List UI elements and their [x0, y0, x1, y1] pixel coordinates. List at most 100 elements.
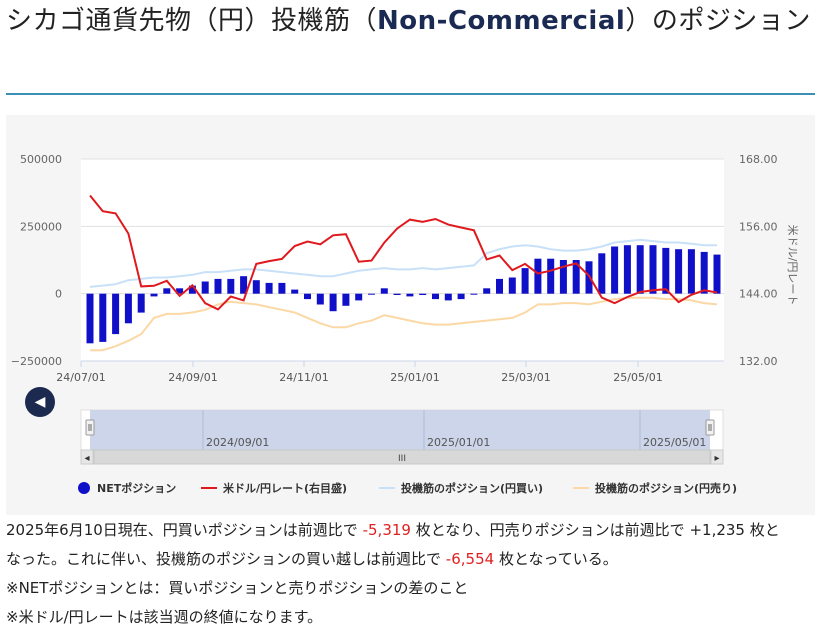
net-bar	[470, 293, 478, 295]
summary-line-2a: なった。これに伴い、投機筋のポジションの買い越しは前週比で	[6, 550, 442, 568]
net-bar	[419, 293, 427, 295]
summary-line-1: 2025年6月10日現在、円買いポジションは前週比で -5,319 枚となり、円…	[6, 516, 814, 545]
series-short-line	[90, 296, 718, 352]
navigator-tick-label: 2025/01/01	[427, 436, 490, 449]
x-tick-label: 24/07/01	[56, 371, 105, 384]
navigator-handle	[85, 419, 95, 436]
legend-short-label: 投機筋のポジション(円売り)	[595, 481, 737, 495]
legend-long-label: 投機筋のポジション(円買い)	[401, 481, 543, 495]
net-bar	[457, 293, 465, 300]
net-bar	[432, 293, 439, 300]
note-net-position: ※NETポジションとは：買いポジションと売りポジションの差のこと	[6, 579, 469, 597]
net-bar	[649, 245, 657, 294]
prev-arrow-icon: ◀	[34, 394, 46, 410]
navigator-selection	[90, 410, 710, 450]
y-right-tick-label: 144.00	[739, 288, 778, 301]
net-bar	[393, 293, 401, 295]
y-right-tick-label: 168.00	[739, 153, 778, 166]
net-bar	[316, 293, 324, 305]
net-bar	[521, 268, 529, 294]
y-left-tick-label: −250000	[11, 355, 62, 368]
net-bar	[163, 288, 171, 294]
net-bar	[368, 293, 375, 295]
net-bar	[278, 282, 286, 294]
x-tick-label: 24/09/01	[168, 371, 217, 384]
net-bar	[611, 246, 619, 294]
x-tick-label: 24/11/01	[279, 371, 328, 384]
scrollbar-thumb	[93, 449, 711, 465]
chart-svg: 500000 250000 0 −250000 168.00 156.00 144.00 13…	[11, 153, 799, 495]
net-bar	[534, 258, 542, 294]
net-bar	[227, 278, 235, 294]
summary-line-2b: 枚となっている。	[498, 550, 618, 568]
net-bar	[252, 280, 260, 294]
page-title: シカゴ通貨先物（円）投機筋（Non-Commercial）のポジション	[6, 2, 814, 40]
net-bar	[483, 288, 491, 294]
navigator-tick-label: 2025/05/01	[643, 436, 706, 449]
title-part1: シカゴ通貨先物（円）投機筋（	[6, 6, 378, 36]
y-right-tick-label: 132.00	[739, 355, 778, 368]
net-bar	[176, 288, 184, 294]
legend-net-label: NETポジション	[97, 481, 176, 495]
net-bar	[291, 289, 299, 294]
net-bar	[547, 258, 555, 294]
summary-line-1b: 枚となり、円売りポジションは前週比で +1,235 枚と	[415, 521, 780, 539]
scrollbar-grip: III	[398, 454, 406, 464]
net-bar	[598, 253, 606, 294]
y-right-tick-label: 156.00	[739, 220, 778, 233]
net-bar	[496, 278, 503, 294]
net-bar	[201, 281, 209, 294]
net-bar	[112, 293, 120, 335]
legend-net-marker	[78, 482, 90, 494]
scrollbar-left-button	[80, 449, 94, 465]
net-bar	[137, 293, 145, 313]
net-bar	[508, 277, 516, 294]
title-part2: ）のポジション	[625, 6, 811, 36]
navigator-handle	[705, 419, 715, 436]
chart-panel: 500000 250000 0 −250000 168.00 156.00 144.00 13…	[6, 115, 815, 515]
net-bar	[700, 251, 708, 294]
navigator-tick-label: 2024/09/01	[206, 436, 269, 449]
chart-prev-button[interactable]: ◀	[25, 387, 55, 417]
net-bar	[406, 293, 414, 297]
y-left-tick-label: 500000	[20, 153, 62, 166]
net-bar	[240, 276, 248, 294]
y-left-tick-label: 0	[55, 288, 62, 301]
net-bar	[124, 293, 132, 324]
scrollbar-right-arrow-icon: ▸	[714, 453, 719, 464]
scrollbar-right-button	[710, 449, 724, 465]
net-bar	[636, 245, 644, 294]
net-bar	[86, 293, 94, 344]
net-bar	[99, 293, 107, 342]
scrollbar-left-arrow-icon: ◂	[84, 453, 89, 464]
net-bar	[572, 260, 580, 294]
net-bar	[355, 293, 363, 301]
net-bar	[380, 288, 388, 294]
net-bar	[559, 260, 567, 294]
net-bar	[675, 249, 683, 294]
net-bar	[444, 293, 452, 301]
title-divider	[6, 93, 815, 95]
net-bar	[662, 247, 670, 294]
title-bold: Non-Commercial	[377, 6, 626, 36]
net-bar	[304, 293, 311, 300]
net-bar	[214, 278, 222, 294]
summary-line-2: なった。これに伴い、投機筋のポジションの買い越しは前週比で -6,554 枚とな…	[6, 545, 814, 574]
net-bar	[687, 249, 695, 294]
summary-text: 2025年6月10日現在、円買いポジションは前週比で -5,319 枚となり、円…	[6, 516, 814, 632]
series-rate-line	[89, 194, 718, 311]
net-bar	[342, 293, 350, 306]
net-bar	[265, 282, 273, 294]
net-bar	[623, 245, 631, 294]
net-bar	[150, 293, 158, 297]
y-left-tick-label: 250000	[20, 220, 62, 233]
x-tick-label: 25/05/01	[613, 371, 662, 384]
note-rate: ※米ドル/円レートは該当週の終値になります。	[6, 608, 323, 626]
net-bar	[188, 285, 196, 294]
y-right-axis-label: 米ドル/円レート	[786, 225, 799, 306]
series-long-line	[89, 238, 717, 288]
summary-line-1a: 2025年6月10日現在、円買いポジションは前週比で	[6, 521, 358, 539]
net-bar	[329, 293, 337, 312]
net-change-value: -6,554	[445, 550, 495, 568]
legend-rate-label: 米ドル/円レート(右目盛)	[222, 481, 347, 495]
